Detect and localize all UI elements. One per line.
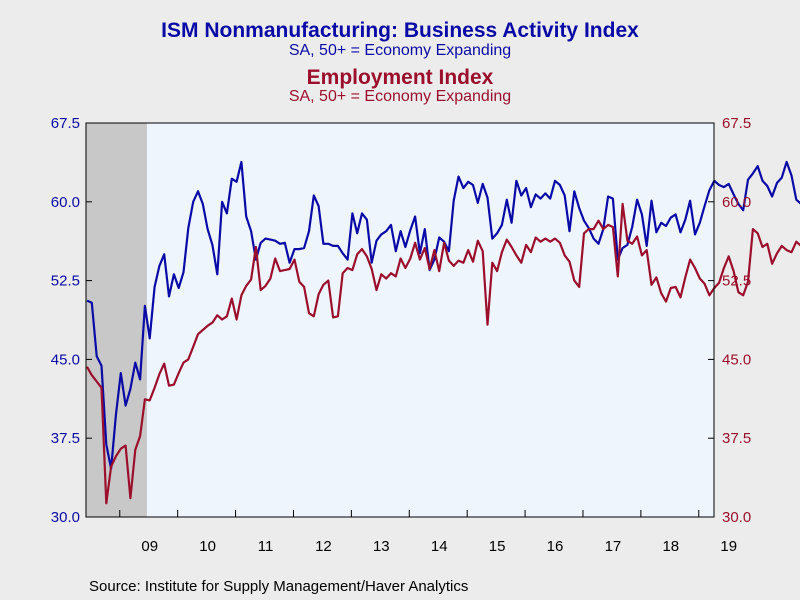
y-left-tick-label: 30.0 <box>51 509 80 526</box>
y-right-tick-label: 67.5 <box>722 115 751 132</box>
chart-title-secondary: Employment Index <box>306 66 494 89</box>
y-left-tick-label: 60.0 <box>51 194 80 211</box>
plot-area <box>86 123 714 517</box>
x-tick-label: 11 <box>258 538 274 555</box>
x-tick-label: 19 <box>720 538 737 555</box>
x-tick-label: 13 <box>373 538 390 555</box>
y-right-tick-label: 52.5 <box>722 273 751 290</box>
y-left-tick-label: 45.0 <box>51 351 80 368</box>
x-tick-label: 14 <box>431 538 448 555</box>
x-tick-label: 16 <box>547 538 564 555</box>
x-tick-label: 12 <box>315 538 332 555</box>
employment-line <box>86 202 800 505</box>
source-note: Source: Institute for Supply Management/… <box>89 578 469 595</box>
y-left-tick-label: 52.5 <box>51 273 80 290</box>
x-tick-label: 09 <box>141 538 158 555</box>
chart-subtitle: SA, 50+ = Economy Expanding <box>288 42 512 59</box>
chart-subtitle-secondary: SA, 50+ = Economy Expanding <box>288 88 512 105</box>
x-tick-label: 17 <box>605 538 622 555</box>
y-right-tick-label: 45.0 <box>722 351 751 368</box>
y-right-tick-label: 60.0 <box>722 194 751 211</box>
x-tick-label: 15 <box>489 538 506 555</box>
y-right-tick-label: 37.5 <box>722 430 751 447</box>
y-right-tick-label: 30.0 <box>722 509 751 526</box>
x-tick-label: 18 <box>662 538 679 555</box>
chart-title: ISM Nonmanufacturing: Business Activity … <box>161 19 639 42</box>
x-tick-label: 10 <box>199 538 216 555</box>
y-left-tick-label: 67.5 <box>51 115 80 132</box>
business-activity-line <box>86 160 800 470</box>
recession-shading <box>86 123 147 517</box>
plot-frame <box>85 122 715 518</box>
y-left-tick-label: 37.5 <box>51 430 80 447</box>
